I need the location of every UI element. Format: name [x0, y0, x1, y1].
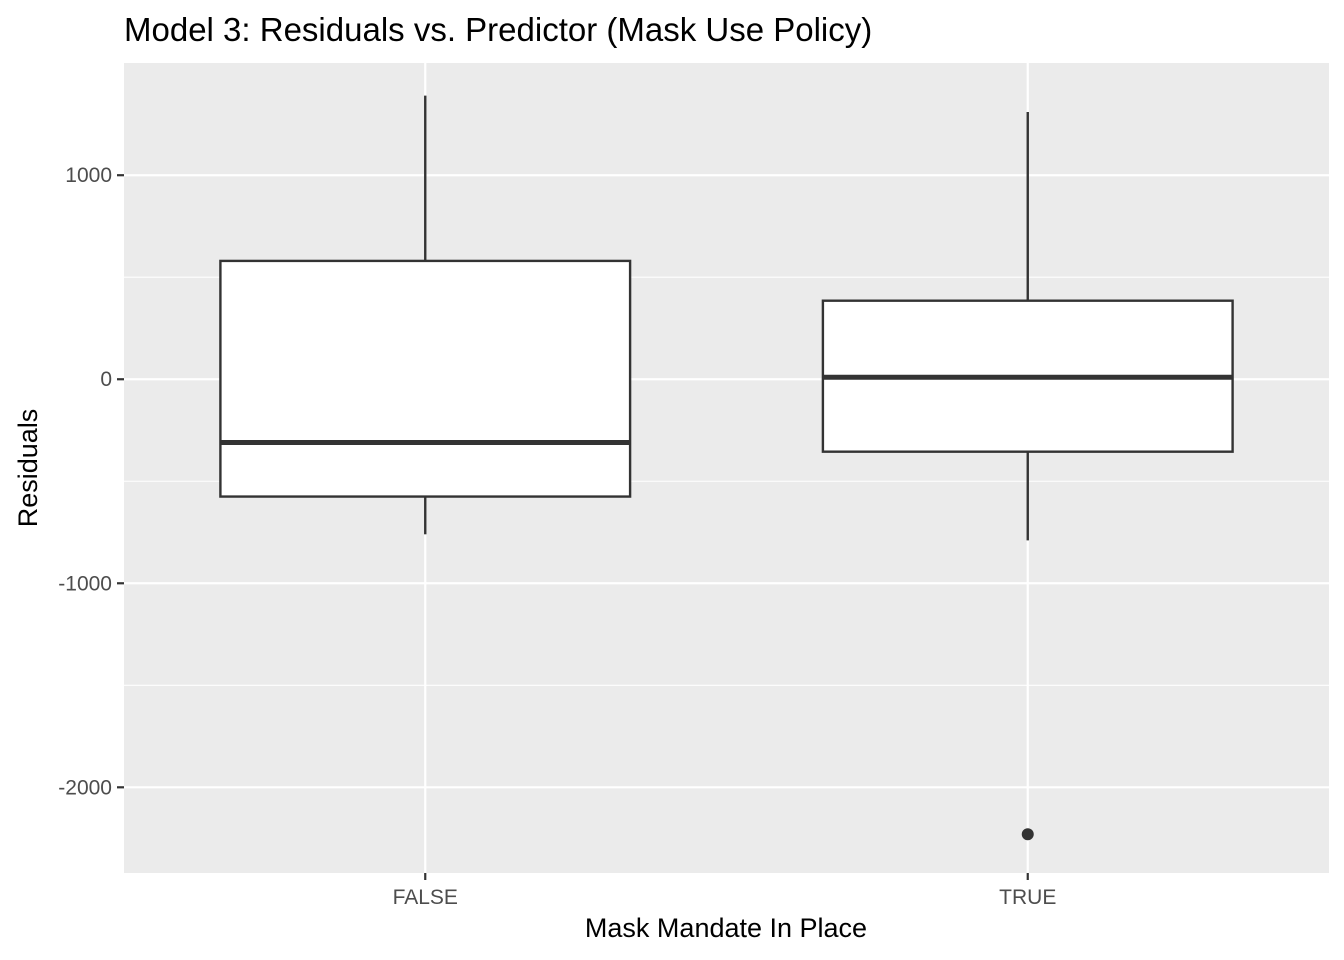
- y-tick-label: -2000: [58, 776, 112, 799]
- y-tick-label: -1000: [58, 572, 112, 595]
- x-axis-title: Mask Mandate In Place: [585, 913, 867, 943]
- y-axis-title: Residuals: [13, 409, 43, 528]
- y-tick-label: 1000: [65, 164, 112, 187]
- iqr-box: [219, 259, 632, 498]
- x-tick-label: TRUE: [999, 886, 1056, 909]
- x-tick-label: FALSE: [393, 886, 458, 909]
- outlier-point: [1021, 828, 1034, 841]
- box-true: [821, 111, 1234, 841]
- boxplot-series: [219, 95, 1234, 841]
- y-axis: -2000 -1000 0 1000: [58, 164, 124, 799]
- chart-title: Model 3: Residuals vs. Predictor (Mask U…: [124, 11, 872, 48]
- y-tick-label: 0: [100, 368, 112, 391]
- x-axis: FALSE TRUE: [393, 873, 1056, 909]
- box-false: [219, 95, 632, 535]
